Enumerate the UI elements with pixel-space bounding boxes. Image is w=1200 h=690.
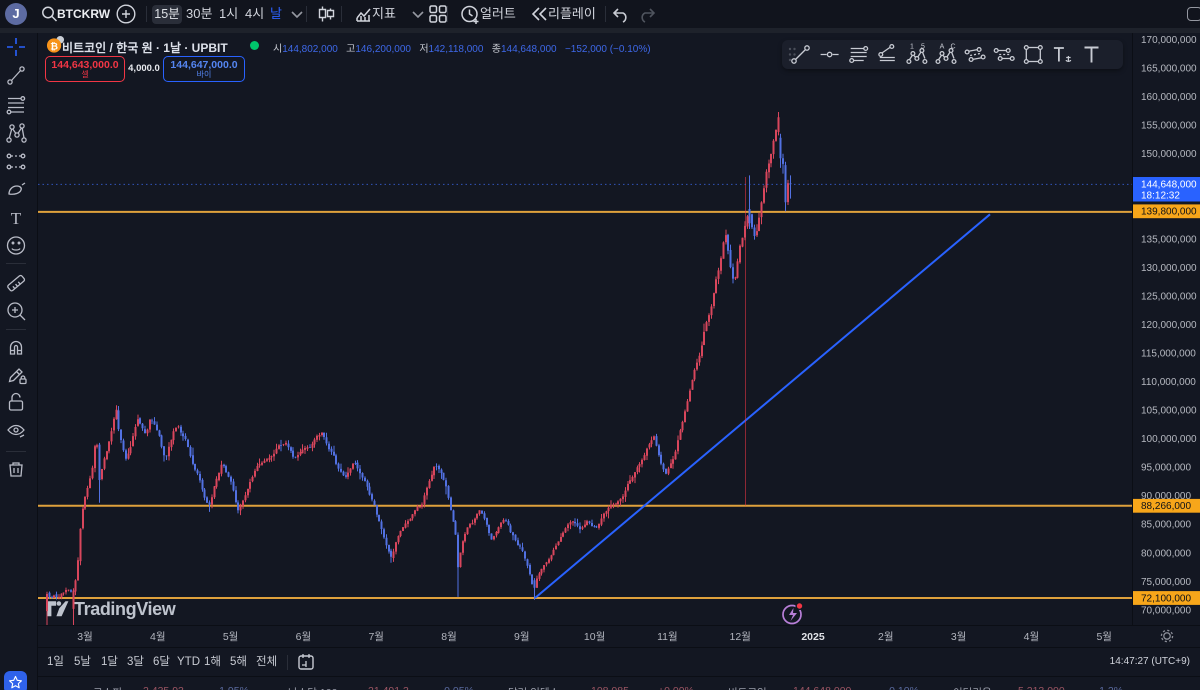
svg-text:2025: 2025 [801,631,825,643]
svg-text:110,000,000: 110,000,000 [1141,377,1196,388]
svg-text:150,000,000: 150,000,000 [1141,149,1197,160]
svg-text:C: C [950,44,955,51]
svg-text:10월: 10월 [584,631,605,643]
svg-text:72,100,000: 72,100,000 [1141,593,1191,604]
svg-text:105,000,000: 105,000,000 [1141,406,1197,417]
svg-text:1: 1 [910,44,914,51]
svg-text:135,000,000: 135,000,000 [1141,235,1197,246]
svg-text:155,000,000: 155,000,000 [1141,121,1197,132]
svg-text:9월: 9월 [514,631,530,643]
svg-text:130,000,000: 130,000,000 [1141,263,1197,274]
svg-text:85,000,000: 85,000,000 [1141,520,1191,531]
svg-text:88,266,000: 88,266,000 [1141,501,1191,512]
svg-text:4월: 4월 [150,631,166,643]
svg-text:8월: 8월 [441,631,457,643]
svg-text:TradingView: TradingView [74,599,177,619]
svg-text:125,000,000: 125,000,000 [1141,292,1197,303]
svg-text:6월: 6월 [296,631,312,643]
svg-text:95,000,000: 95,000,000 [1141,463,1191,474]
svg-text:A: A [940,44,945,51]
svg-text:12월: 12월 [730,631,751,643]
svg-text:5월: 5월 [1096,631,1112,643]
svg-text:90,000,000: 90,000,000 [1141,491,1191,502]
svg-text:5: 5 [921,44,925,51]
svg-text:80,000,000: 80,000,000 [1141,548,1191,559]
svg-text:100,000,000: 100,000,000 [1141,434,1197,445]
svg-text:75,000,000: 75,000,000 [1141,577,1191,588]
svg-text:165,000,000: 165,000,000 [1141,63,1197,74]
svg-text:144,648,000: 144,648,000 [1141,179,1197,190]
svg-text:170,000,000: 170,000,000 [1141,35,1197,46]
svg-text:115,000,000: 115,000,000 [1141,349,1196,360]
svg-text:7월: 7월 [368,631,384,643]
svg-text:18:12:32: 18:12:32 [1141,190,1180,201]
svg-text:139,800,000: 139,800,000 [1141,207,1197,218]
svg-text:₿: ₿ [50,41,58,52]
svg-text:3월: 3월 [77,631,93,643]
svg-text:T: T [11,209,22,228]
svg-text:3월: 3월 [951,631,967,643]
svg-text:5월: 5월 [223,631,239,643]
svg-text:160,000,000: 160,000,000 [1141,92,1197,103]
svg-text:4월: 4월 [1024,631,1040,643]
svg-text:2월: 2월 [878,631,894,643]
svg-text:70,000,000: 70,000,000 [1141,605,1191,616]
svg-text:120,000,000: 120,000,000 [1141,320,1197,331]
svg-text:11월: 11월 [657,631,678,643]
